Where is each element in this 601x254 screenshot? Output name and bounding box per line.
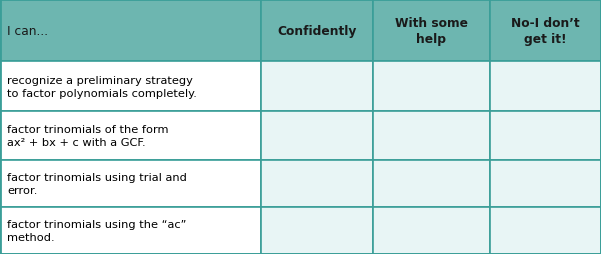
Bar — [0, 112, 261, 160]
Bar — [373, 207, 490, 254]
Bar — [261, 207, 373, 254]
Text: factor trinomials using trial and
error.: factor trinomials using trial and error. — [7, 172, 187, 195]
Bar — [261, 62, 373, 112]
Bar — [261, 160, 373, 207]
Bar — [261, 0, 373, 62]
Bar — [0, 62, 261, 112]
Text: I can...: I can... — [7, 25, 48, 38]
Bar — [0, 0, 261, 62]
Text: factor trinomials using the “ac”
method.: factor trinomials using the “ac” method. — [7, 219, 186, 242]
Bar — [373, 62, 490, 112]
Bar — [490, 0, 601, 62]
Bar — [490, 160, 601, 207]
Bar — [373, 112, 490, 160]
Text: factor trinomials of the form
ax² + bx + c with a GCF.: factor trinomials of the form ax² + bx +… — [7, 124, 169, 147]
Text: recognize a preliminary strategy
to factor polynomials completely.: recognize a preliminary strategy to fact… — [7, 76, 197, 98]
Bar — [373, 0, 490, 62]
Bar — [0, 160, 261, 207]
Bar — [373, 160, 490, 207]
Text: No-I don’t
get it!: No-I don’t get it! — [511, 17, 580, 45]
Text: With some
help: With some help — [395, 17, 468, 45]
Bar — [490, 62, 601, 112]
Bar — [0, 207, 261, 254]
Text: Confidently: Confidently — [277, 25, 357, 38]
Bar — [261, 112, 373, 160]
Bar — [490, 112, 601, 160]
Bar — [490, 207, 601, 254]
